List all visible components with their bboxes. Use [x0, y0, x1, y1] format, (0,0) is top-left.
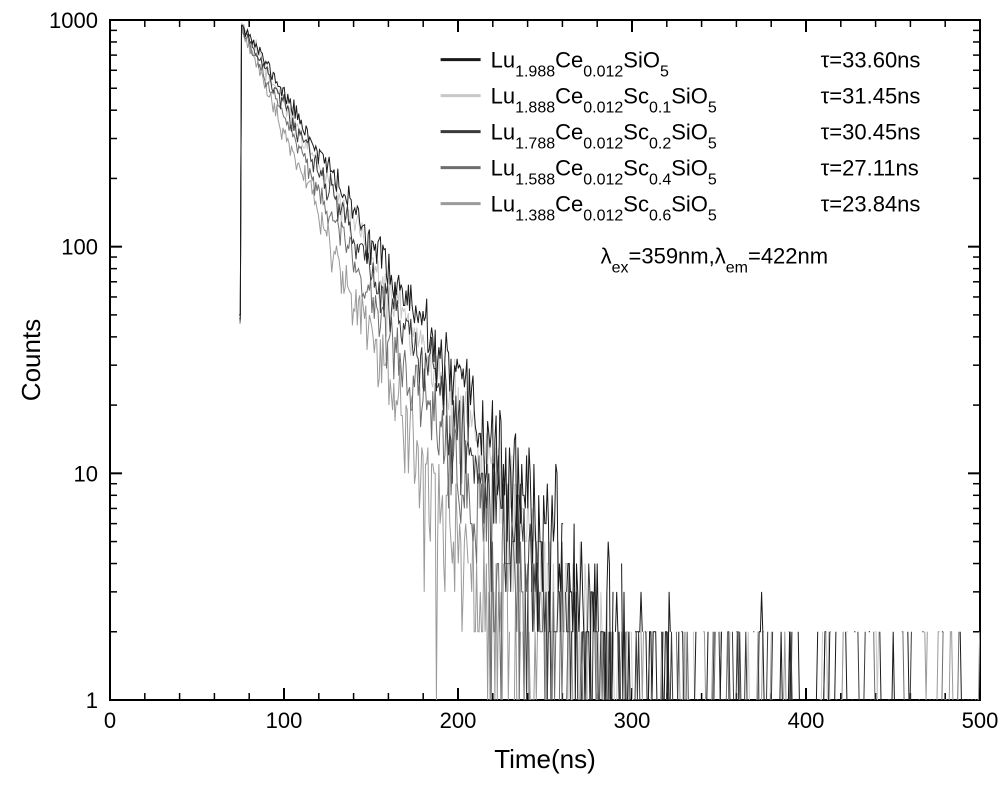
svg-text:500: 500 [962, 708, 999, 733]
svg-text:10: 10 [74, 461, 98, 486]
svg-text:Lu1.888Ce0.012Sc0.1SiO5: Lu1.888Ce0.012Sc0.1SiO5 [491, 84, 717, 117]
svg-text:τ=23.84ns: τ=23.84ns [821, 192, 921, 217]
legend: Lu1.988Ce0.012SiO5 τ=33.60ns Lu1.888Ce0.01… [441, 48, 921, 277]
svg-text:τ=27.11ns: τ=27.11ns [821, 156, 919, 181]
lambda-annotation: λex=359nm,λem=422nm [601, 244, 829, 277]
svg-text:1000: 1000 [49, 8, 98, 33]
svg-text:400: 400 [788, 708, 825, 733]
svg-text:τ=33.60ns: τ=33.60ns [821, 48, 921, 73]
svg-text:Lu1.988Ce0.012SiO5: Lu1.988Ce0.012SiO5 [491, 48, 669, 81]
svg-text:200: 200 [440, 708, 477, 733]
svg-text:100: 100 [61, 235, 98, 260]
svg-text:1: 1 [86, 688, 98, 713]
svg-text:τ=31.45ns: τ=31.45ns [821, 84, 921, 109]
svg-text:0: 0 [104, 708, 116, 733]
svg-text:300: 300 [614, 708, 651, 733]
svg-text:τ=30.45ns: τ=30.45ns [821, 120, 921, 145]
svg-text:Lu1.788Ce0.012Sc0.2SiO5: Lu1.788Ce0.012Sc0.2SiO5 [491, 120, 717, 153]
chart-svg: 0 100 200 300 400 500 Time(ns) 1 10 100 1000 Counts… [0, 0, 1000, 793]
svg-text:100: 100 [266, 708, 303, 733]
svg-text:Lu1.388Ce0.012Sc0.6SiO5: Lu1.388Ce0.012Sc0.6SiO5 [491, 192, 717, 225]
svg-text:Lu1.588Ce0.012Sc0.4SiO5: Lu1.588Ce0.012Sc0.4SiO5 [491, 156, 717, 189]
x-axis-title: Time(ns) [494, 744, 596, 774]
decay-chart: 0 100 200 300 400 500 Time(ns) 1 10 100 1000 Counts… [0, 0, 1000, 793]
y-axis-title: Counts [16, 319, 46, 401]
